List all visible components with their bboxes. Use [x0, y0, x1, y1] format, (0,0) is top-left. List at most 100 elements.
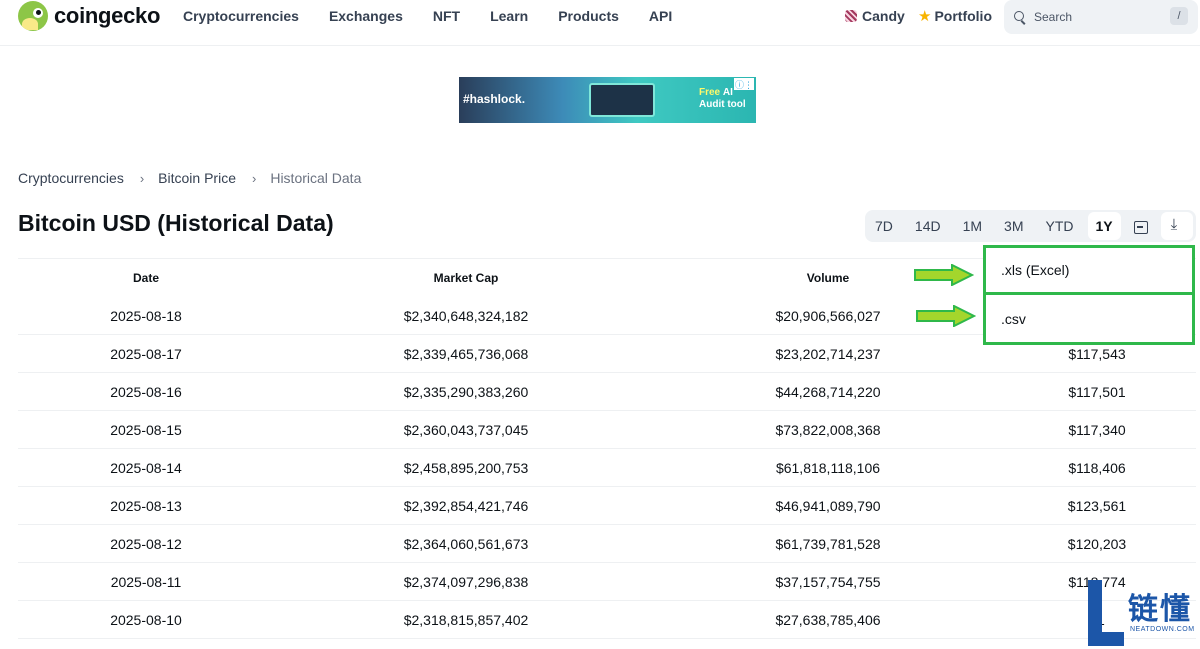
- cell-market-cap: $2,360,043,737,045: [403, 421, 529, 438]
- cell-date: 2025-08-11: [110, 573, 182, 590]
- candy-label: Candy: [862, 8, 905, 24]
- cell-close: $117,543: [1068, 345, 1126, 362]
- menu-api[interactable]: API: [648, 8, 673, 24]
- cell-date: 2025-08-15: [110, 421, 182, 438]
- table-row: 2025-08-16 $2,335,290,383,260 $44,268,71…: [18, 373, 1196, 411]
- cell-close: $118,406: [1068, 459, 1126, 476]
- cell-date: 2025-08-14: [110, 459, 182, 476]
- download-icon: [1170, 216, 1184, 233]
- breadcrumb-historical-data: Historical Data: [270, 170, 362, 186]
- calendar-icon[interactable]: [1133, 219, 1148, 234]
- cell-volume: $61,818,118,106: [775, 459, 881, 476]
- tab-3m[interactable]: 3M: [1004, 218, 1024, 234]
- download-xls-option[interactable]: .xls (Excel): [986, 248, 1192, 295]
- historical-data-table: Date Market Cap Volume 2025-08-18 $2,340…: [18, 258, 1196, 639]
- cell-market-cap: $2,392,854,421,746: [403, 497, 529, 514]
- menu-products[interactable]: Products: [558, 8, 619, 24]
- menu-nft[interactable]: NFT: [432, 8, 461, 24]
- cell-date: 2025-08-16: [110, 383, 182, 400]
- ad-cta-ai: AI: [722, 87, 733, 98]
- cell-volume: $37,157,754,755: [775, 573, 881, 590]
- table-row: 2025-08-13 $2,392,854,421,746 $46,941,08…: [18, 487, 1196, 525]
- ad-cta: Free AI Audit tool: [699, 87, 746, 111]
- time-range-selector: 7D 14D 1M 3M YTD 1Y: [865, 210, 1196, 242]
- ad-brand: #hashlock.: [463, 92, 526, 106]
- candy-link[interactable]: Candy: [845, 8, 905, 24]
- table-row: 2025-08-10 $2,318,815,857,402 $27,638,78…: [18, 601, 1196, 639]
- watermark-en-text: NEATDOWN.COM: [1130, 626, 1195, 633]
- cell-close: $120,203: [1067, 535, 1127, 552]
- cell-volume: $73,822,008,368: [775, 421, 881, 438]
- cell-market-cap: $2,374,097,296,838: [403, 573, 529, 590]
- portfolio-link[interactable]: ★ Portfolio: [918, 8, 992, 24]
- breadcrumb-cryptocurrencies[interactable]: Cryptocurrencies: [18, 170, 124, 186]
- coingecko-logo[interactable]: coingecko: [18, 1, 160, 31]
- cell-date: 2025-08-12: [110, 535, 182, 552]
- cell-volume: $61,739,781,528: [775, 535, 881, 552]
- cell-market-cap: $2,339,465,736,068: [403, 345, 529, 362]
- download-dropdown-menu: .xls (Excel) .csv: [983, 245, 1195, 345]
- chevron-right-icon: ›: [139, 170, 145, 186]
- gecko-icon: [18, 1, 48, 31]
- cell-market-cap: $2,364,060,561,673: [403, 535, 529, 552]
- download-button[interactable]: [1160, 212, 1193, 240]
- cell-market-cap: $2,318,815,857,402: [403, 611, 529, 628]
- breadcrumb: Cryptocurrencies › Bitcoin Price › Histo…: [18, 170, 361, 186]
- cell-volume: $27,638,785,406: [775, 611, 881, 628]
- table-row: 2025-08-14 $2,458,895,200,753 $61,818,11…: [18, 449, 1196, 487]
- ad-illustration: [589, 83, 655, 117]
- cell-date: 2025-08-13: [110, 497, 182, 514]
- cell-volume: $20,906,566,027: [775, 307, 881, 324]
- menu-learn[interactable]: Learn: [490, 8, 529, 24]
- search-input[interactable]: Search /: [1004, 0, 1198, 34]
- cell-volume: $23,202,714,237: [775, 345, 881, 362]
- table-row: 2025-08-11 $2,374,097,296,838 $37,157,75…: [18, 563, 1196, 601]
- ad-cta-line2: Audit tool: [699, 99, 746, 110]
- menu-cryptocurrencies[interactable]: Cryptocurrencies: [183, 8, 299, 24]
- table-header: Date Market Cap Volume: [18, 259, 1196, 297]
- ad-banner[interactable]: #hashlock. Free AI Audit tool ⓘ⋮: [459, 77, 756, 123]
- annotation-arrow-icon: [914, 264, 974, 286]
- top-navbar: coingecko Cryptocurrencies Exchanges NFT…: [0, 0, 1200, 46]
- cell-market-cap: $2,458,895,200,753: [403, 459, 529, 476]
- table-row: 2025-08-12 $2,364,060,561,673 $61,739,78…: [18, 525, 1196, 563]
- star-icon: ★: [918, 7, 932, 25]
- cell-volume: $46,941,089,790: [775, 497, 881, 514]
- cell-date: 2025-08-10: [110, 611, 182, 628]
- ad-info-icon[interactable]: ⓘ⋮: [734, 78, 754, 90]
- ad-cta-free: Free: [699, 87, 721, 98]
- logo-text: coingecko: [54, 3, 161, 28]
- watermark-cn-text: 链懂: [1128, 593, 1192, 626]
- search-shortcut-badge: /: [1170, 7, 1188, 25]
- download-csv-option[interactable]: .csv: [1001, 310, 1026, 327]
- header-volume[interactable]: Volume: [806, 271, 850, 285]
- cell-date: 2025-08-18: [110, 307, 182, 324]
- table-row: 2025-08-17 $2,339,465,736,068 $23,202,71…: [18, 335, 1196, 373]
- menu-exchanges[interactable]: Exchanges: [328, 8, 403, 24]
- breadcrumb-bitcoin-price[interactable]: Bitcoin Price: [158, 170, 236, 186]
- cell-close: $123,561: [1067, 497, 1127, 514]
- page-title: Bitcoin USD (Historical Data): [18, 210, 334, 236]
- tab-1m[interactable]: 1M: [962, 218, 983, 234]
- portfolio-label: Portfolio: [934, 8, 992, 24]
- cell-market-cap: $2,335,290,383,260: [403, 383, 529, 400]
- table-row: 2025-08-18 $2,340,648,324,182 $20,906,56…: [18, 297, 1196, 335]
- cell-close: $117,501: [1068, 383, 1126, 400]
- main-menu: Cryptocurrencies Exchanges NFT Learn Pro…: [183, 8, 702, 24]
- table-row: 2025-08-15 $2,360,043,737,045 $73,822,00…: [18, 411, 1196, 449]
- annotation-arrow-icon: [916, 305, 976, 327]
- tab-7d[interactable]: 7D: [875, 218, 893, 234]
- cell-date: 2025-08-17: [110, 345, 182, 362]
- header-market-cap[interactable]: Market Cap: [433, 271, 499, 285]
- header-date[interactable]: Date: [132, 271, 159, 285]
- search-placeholder: Search: [1034, 10, 1073, 24]
- watermark-logo: 链懂 NEATDOWN.COM: [1086, 578, 1200, 649]
- tab-1y[interactable]: 1Y: [1087, 212, 1121, 240]
- watermark-l-icon: [1088, 580, 1124, 646]
- tab-14d[interactable]: 14D: [914, 218, 941, 234]
- chevron-right-icon: ›: [251, 170, 257, 186]
- search-icon: [1014, 11, 1026, 23]
- candy-icon: [845, 10, 857, 22]
- tab-ytd[interactable]: YTD: [1045, 218, 1074, 234]
- cell-volume: $44,268,714,220: [775, 383, 881, 400]
